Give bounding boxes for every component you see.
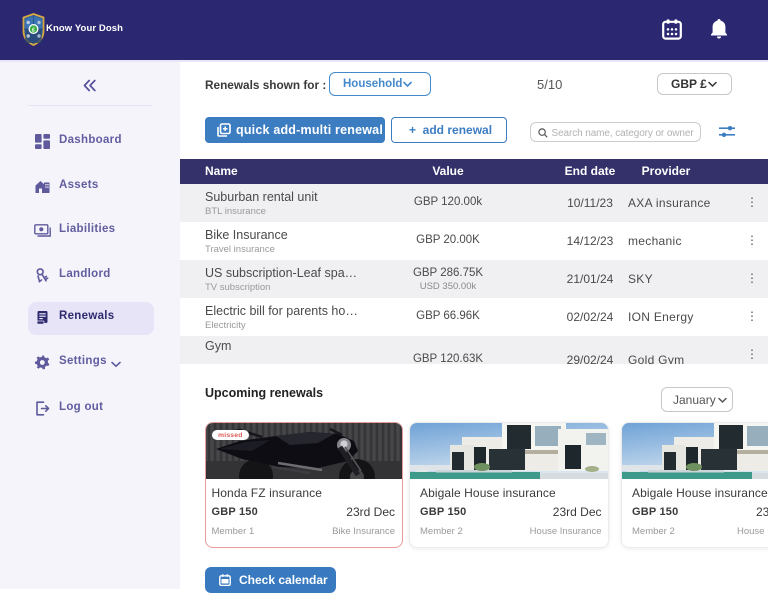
svg-text:£: £ — [32, 27, 35, 33]
